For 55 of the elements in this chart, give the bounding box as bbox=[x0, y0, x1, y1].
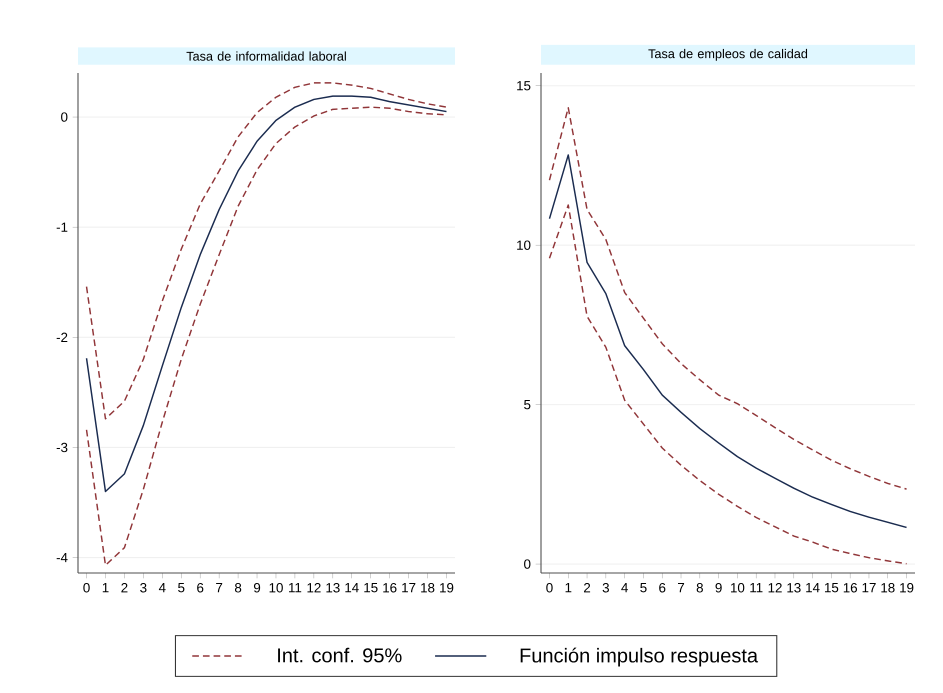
x-tick-label: 8 bbox=[696, 583, 703, 592]
x-tick-label: 10 bbox=[731, 583, 744, 592]
x-tick-label: 2 bbox=[121, 583, 128, 592]
chart-title: Tasa de informalidad laboral bbox=[186, 51, 346, 61]
x-tick-label: 14 bbox=[806, 583, 820, 592]
x-tick-label: 12 bbox=[768, 583, 782, 592]
y-tick-label: -4 bbox=[56, 552, 68, 562]
y-tick-label: 0 bbox=[61, 112, 68, 122]
y-tick-label: 0 bbox=[524, 559, 530, 569]
x-tick-label: 19 bbox=[440, 583, 454, 592]
x-tick-label: 5 bbox=[178, 583, 184, 592]
x-tick-label: 9 bbox=[716, 583, 722, 592]
x-tick-label: 3 bbox=[140, 583, 146, 592]
x-tick-label: 4 bbox=[621, 583, 628, 592]
x-tick-label: 17 bbox=[862, 583, 876, 592]
x-tick-label: 15 bbox=[364, 583, 378, 592]
x-tick-label: 18 bbox=[881, 583, 895, 592]
x-tick-label: 17 bbox=[402, 583, 416, 592]
legend-label: Función impulso respuesta bbox=[520, 648, 758, 667]
x-tick-label: 8 bbox=[234, 583, 242, 592]
x-tick-label: 6 bbox=[659, 583, 666, 592]
x-tick-label: 13 bbox=[326, 583, 340, 592]
x-tick-label: 13 bbox=[787, 583, 801, 592]
x-tick-label: 5 bbox=[640, 583, 647, 592]
x-tick-label: 9 bbox=[254, 583, 260, 592]
x-tick-label: 15 bbox=[824, 583, 838, 592]
x-tick-label: 7 bbox=[216, 583, 222, 592]
x-tick-label: 16 bbox=[383, 583, 396, 592]
line-series bbox=[86, 82, 448, 420]
x-tick-label: 0 bbox=[546, 583, 553, 592]
x-tick-label: 16 bbox=[844, 583, 858, 592]
x-tick-label: 12 bbox=[307, 583, 321, 592]
y-tick-label: -1 bbox=[56, 222, 68, 232]
x-tick-label: 3 bbox=[602, 583, 609, 592]
x-tick-label: 11 bbox=[289, 583, 302, 592]
x-tick-label: 10 bbox=[270, 583, 283, 592]
x-tick-label: 4 bbox=[158, 583, 166, 592]
x-tick-label: 2 bbox=[584, 583, 590, 592]
legend-label: Int. conf. 95% bbox=[278, 648, 402, 662]
y-tick-label: 5 bbox=[524, 400, 530, 410]
x-tick-label: 18 bbox=[421, 583, 434, 592]
line-series bbox=[548, 107, 908, 490]
x-tick-label: 19 bbox=[900, 583, 914, 592]
x-tick-label: 1 bbox=[566, 583, 572, 592]
y-tick-label: -2 bbox=[56, 332, 68, 342]
y-tick-label: 10 bbox=[517, 240, 530, 250]
x-tick-label: 11 bbox=[750, 583, 762, 592]
y-tick-label: 15 bbox=[517, 81, 530, 90]
x-tick-label: 6 bbox=[197, 583, 204, 592]
y-tick-label: -3 bbox=[56, 442, 68, 452]
x-tick-label: 14 bbox=[345, 583, 359, 592]
chart-title: Tasa de empleos de calidad bbox=[648, 48, 808, 61]
x-tick-label: 7 bbox=[678, 583, 684, 592]
x-tick-label: 1 bbox=[102, 583, 109, 592]
x-tick-label: 0 bbox=[83, 583, 90, 592]
